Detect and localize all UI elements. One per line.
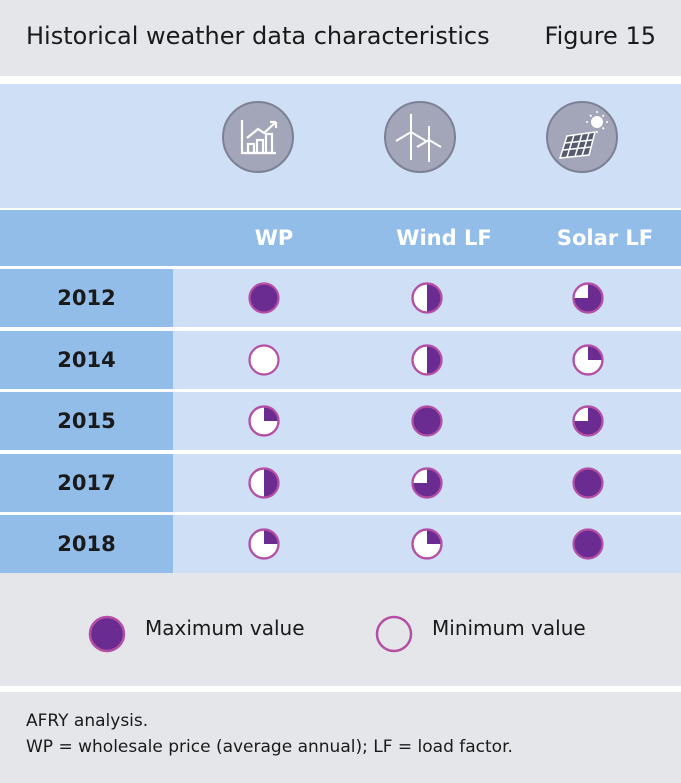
marker-fill-wedge xyxy=(427,283,442,313)
row-year-label: 2017 xyxy=(0,454,173,512)
marker-fill-wedge xyxy=(264,529,279,544)
separator xyxy=(0,389,681,393)
marker-solar-lf xyxy=(572,528,604,560)
icon-row xyxy=(0,84,681,208)
legend-min-label: Minimum value xyxy=(432,616,586,640)
row-year-label: 2018 xyxy=(0,515,173,573)
table-row: 2017 xyxy=(0,454,681,512)
table-row: 2012 xyxy=(0,269,681,327)
marker-fill-wedge xyxy=(427,345,442,375)
separator xyxy=(0,266,681,269)
marker-fill-wedge xyxy=(412,468,442,498)
wind-turbine-icon xyxy=(384,101,456,173)
definition-note: WP = wholesale price (average annual); L… xyxy=(26,737,513,757)
table-row: 2015 xyxy=(0,392,681,450)
row-year-label: 2012 xyxy=(0,269,173,327)
marker-solar-lf xyxy=(572,282,604,314)
table-row: 2018 xyxy=(0,515,681,573)
separator xyxy=(0,327,681,331)
marker-fill-wedge xyxy=(427,529,442,544)
separator xyxy=(0,76,681,84)
marker-fill-wedge xyxy=(264,406,279,421)
column-header-solar-lf: Solar LF xyxy=(556,226,654,250)
bar-chart-icon xyxy=(222,101,294,173)
row-year-label: 2014 xyxy=(0,331,173,389)
marker-wind-lf xyxy=(411,282,443,314)
row-year-label: 2015 xyxy=(0,392,173,450)
footer: AFRY analysis. WP = wholesale price (ave… xyxy=(0,692,681,783)
legend-max-label: Maximum value xyxy=(145,616,305,640)
column-header-row: WP Wind LF Solar LF xyxy=(0,210,681,266)
marker-wind-lf xyxy=(411,467,443,499)
marker-wp xyxy=(248,405,280,437)
separator xyxy=(0,686,681,692)
marker-fill-wedge xyxy=(588,345,603,360)
separator xyxy=(0,450,681,454)
marker-wp xyxy=(248,344,280,376)
marker-wp xyxy=(248,282,280,314)
separator xyxy=(0,208,681,210)
legend-max-marker xyxy=(88,615,126,653)
separator xyxy=(0,512,681,516)
figure-number: Figure 15 xyxy=(544,22,656,50)
marker-fill-wedge xyxy=(573,406,603,436)
marker-solar-lf xyxy=(572,405,604,437)
legend-min-marker xyxy=(375,615,413,653)
legend: Maximum value Minimum value xyxy=(0,578,681,686)
figure-title: Historical weather data characteristics xyxy=(26,22,490,50)
column-header-wp: WP xyxy=(254,226,294,250)
marker-solar-lf xyxy=(572,344,604,376)
marker-fill-wedge xyxy=(573,283,603,313)
marker-wind-lf xyxy=(411,528,443,560)
marker-wind-lf xyxy=(411,344,443,376)
column-header-wind-lf: Wind LF xyxy=(396,226,492,250)
figure-header: Historical weather data characteristics … xyxy=(0,0,681,76)
source-note: AFRY analysis. xyxy=(26,711,149,731)
solar-panel-icon xyxy=(546,101,618,173)
marker-solar-lf xyxy=(572,467,604,499)
table-row: 2014 xyxy=(0,331,681,389)
marker-fill-wedge xyxy=(264,468,279,498)
marker-wind-lf xyxy=(411,405,443,437)
marker-wp xyxy=(248,528,280,560)
marker-wp xyxy=(248,467,280,499)
